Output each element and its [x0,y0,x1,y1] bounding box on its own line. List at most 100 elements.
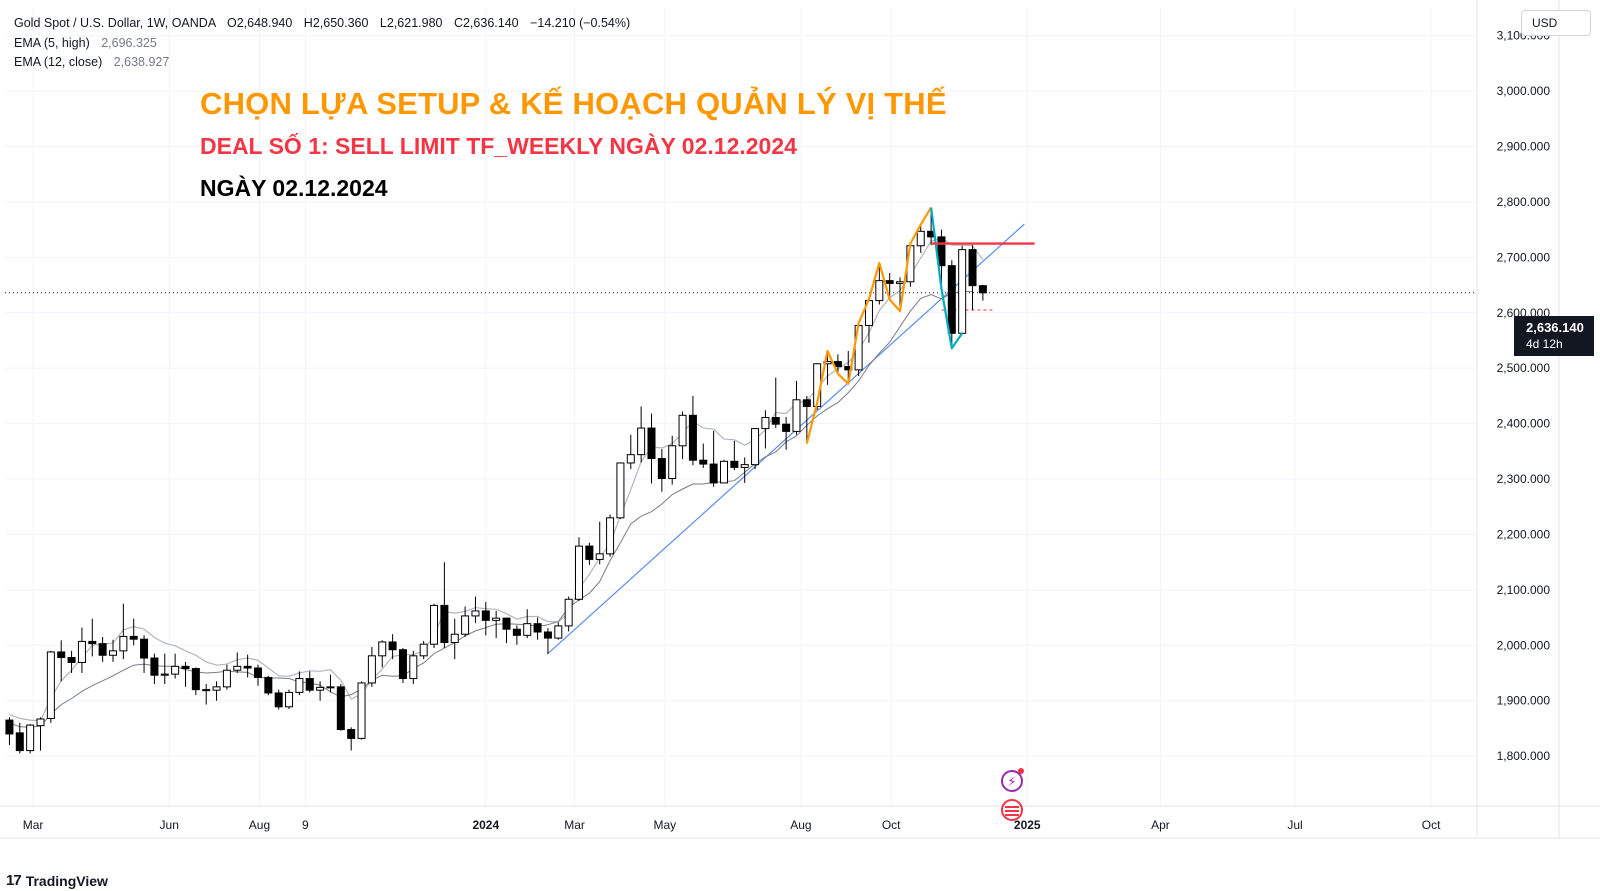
lightning-icon[interactable]: ⚡ [1001,770,1023,792]
candle [502,617,511,644]
zigzag-orange-line [805,206,933,444]
candle-body-up [409,655,418,680]
candle [202,684,211,705]
y-tick-label: 3,000.000 [1497,84,1551,98]
candle-body-up [367,655,376,684]
candle-body-down [585,545,594,560]
candle-body-down [202,689,211,692]
symbol-name[interactable]: Gold Spot / U.S. Dollar, 1W, OANDA [14,16,216,30]
candle-body-down [274,692,283,708]
ema-fast-label: EMA (5, high) [14,35,90,50]
candle [388,634,397,660]
candle-body-down [129,635,138,640]
candle [15,722,24,754]
candle [336,684,345,731]
candle [647,413,656,484]
candle [222,664,231,690]
chart-grid [5,8,1477,806]
candle [46,650,55,723]
candle-body-up [792,399,801,432]
high-value: 2,650.360 [312,16,369,30]
candle-body-down [336,686,345,731]
close-label: C [453,16,463,30]
candle [678,411,687,460]
candle [253,664,262,686]
candle-body-up [616,462,625,519]
candle-body-up [740,464,749,468]
candle [98,636,107,662]
candle [875,265,884,305]
low-label: L [379,16,387,30]
candle [36,717,45,751]
candle-body-up [471,610,480,617]
candle [481,602,490,636]
candle [129,618,138,646]
candle [740,457,749,483]
candle [606,514,615,557]
candle-body-down [347,729,356,739]
candle-body-down [885,280,894,284]
candle [274,689,283,710]
y-tick-label: 2,300.000 [1497,472,1551,486]
last-price-tag: 2,636.140 4d 12h [1514,316,1594,356]
candle-body-up [295,678,304,693]
currency-selector-button[interactable]: USD [1521,10,1591,36]
x-tick-label: Oct [1422,818,1441,832]
candle [771,377,780,429]
candle [958,245,967,334]
ema-slow-legend-row[interactable]: EMA (12, close) 2,638.927 [14,53,630,73]
candle-body-up [461,615,470,635]
candle [419,640,428,660]
candle-body-down [398,649,407,680]
candle-body-up [916,230,925,247]
candle-body-up [823,361,832,365]
y-tick-label: 1,800.000 [1497,749,1551,763]
brand-name: TradingView [25,872,108,889]
candle [626,434,635,470]
candle [409,650,418,685]
tradingview-brand[interactable]: 17 TradingView [6,872,108,889]
candle [119,603,128,660]
candle-body-up [554,625,563,639]
x-tick-label: Mar [564,818,585,832]
us-flag-icon[interactable] [1001,799,1023,821]
y-tick-label: 2,000.000 [1497,638,1551,652]
candle-body-up [378,641,387,657]
candle [26,723,35,754]
candle-body-up [626,454,635,464]
date-subtitle: NGÀY 02.12.2024 [200,175,388,201]
candle-body-up [430,604,439,645]
candle [968,245,977,311]
candle-body-down [15,732,24,752]
candle [751,428,760,470]
candle-body-up [575,545,584,600]
ema-slow-label: EMA (12, close) [14,55,103,69]
candle [512,625,521,645]
candle [616,462,625,519]
candle-body-down [150,657,159,676]
candle [450,618,459,660]
plot-area [5,8,1477,806]
ema-fast-legend-row[interactable]: EMA (5, high) 2,696.325 [14,34,630,54]
headline-title: CHỌN LỰA SETUP & KẾ HOẠCH QUẢN LÝ VỊ THẾ [200,86,947,121]
candle [823,351,832,385]
candle-body-down [657,458,666,479]
candle-body-up [450,633,459,644]
candle [108,639,117,662]
candle-body-down [88,640,97,645]
candle [761,410,770,449]
candle [160,653,169,685]
candle-body-up [637,427,646,456]
candle [264,675,273,696]
candle-body-down [699,459,708,465]
candle-body-up [171,665,180,675]
candle [637,406,646,463]
candle [575,537,584,601]
x-tick-label: 2024 [472,818,499,832]
candle-body-down [771,417,780,425]
candle [792,380,801,435]
candle-body-up [285,691,294,708]
candle-body-up [564,598,573,627]
candle-body-up [46,651,55,719]
